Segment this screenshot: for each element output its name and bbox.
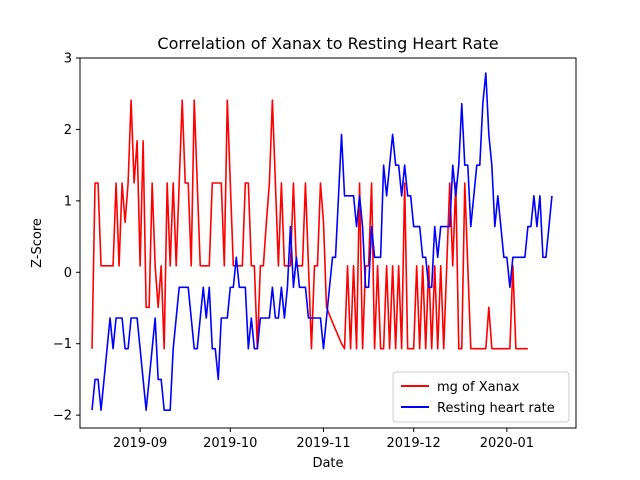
y-axis-label: Z-Score — [30, 218, 45, 268]
y-tick-label: 1 — [64, 194, 72, 209]
y-tick-label: −2 — [53, 409, 72, 424]
x-axis: 2019-09 2019-10 2019-11 2019-12 2020-01 — [113, 428, 534, 451]
x-tick-label: 2019-09 — [113, 436, 167, 451]
legend-label-xanax: mg of Xanax — [437, 380, 520, 395]
y-tick-label: 3 — [64, 52, 72, 67]
chart-title: Correlation of Xanax to Resting Heart Ra… — [157, 34, 498, 53]
x-tick-label: 2019-11 — [296, 436, 350, 451]
y-tick-label: −1 — [53, 337, 72, 352]
legend-box — [392, 371, 570, 423]
x-axis-label: Date — [312, 456, 343, 471]
x-tick-label: 2020-01 — [480, 436, 534, 451]
legend-label-heart-rate: Resting heart rate — [437, 401, 555, 416]
legend: mg of Xanax Resting heart rate — [392, 371, 570, 423]
x-tick-label: 2019-10 — [203, 436, 257, 451]
series-line-heart-rate — [91, 72, 553, 411]
series-line-xanax — [91, 99, 528, 350]
y-tick-label: 2 — [64, 123, 72, 138]
plot-frame — [79, 57, 577, 429]
y-axis: −2 −1 0 1 2 3 — [53, 52, 80, 424]
plot-lines — [91, 72, 553, 411]
x-tick-label: 2019-12 — [387, 436, 441, 451]
y-tick-label: 0 — [64, 266, 72, 281]
